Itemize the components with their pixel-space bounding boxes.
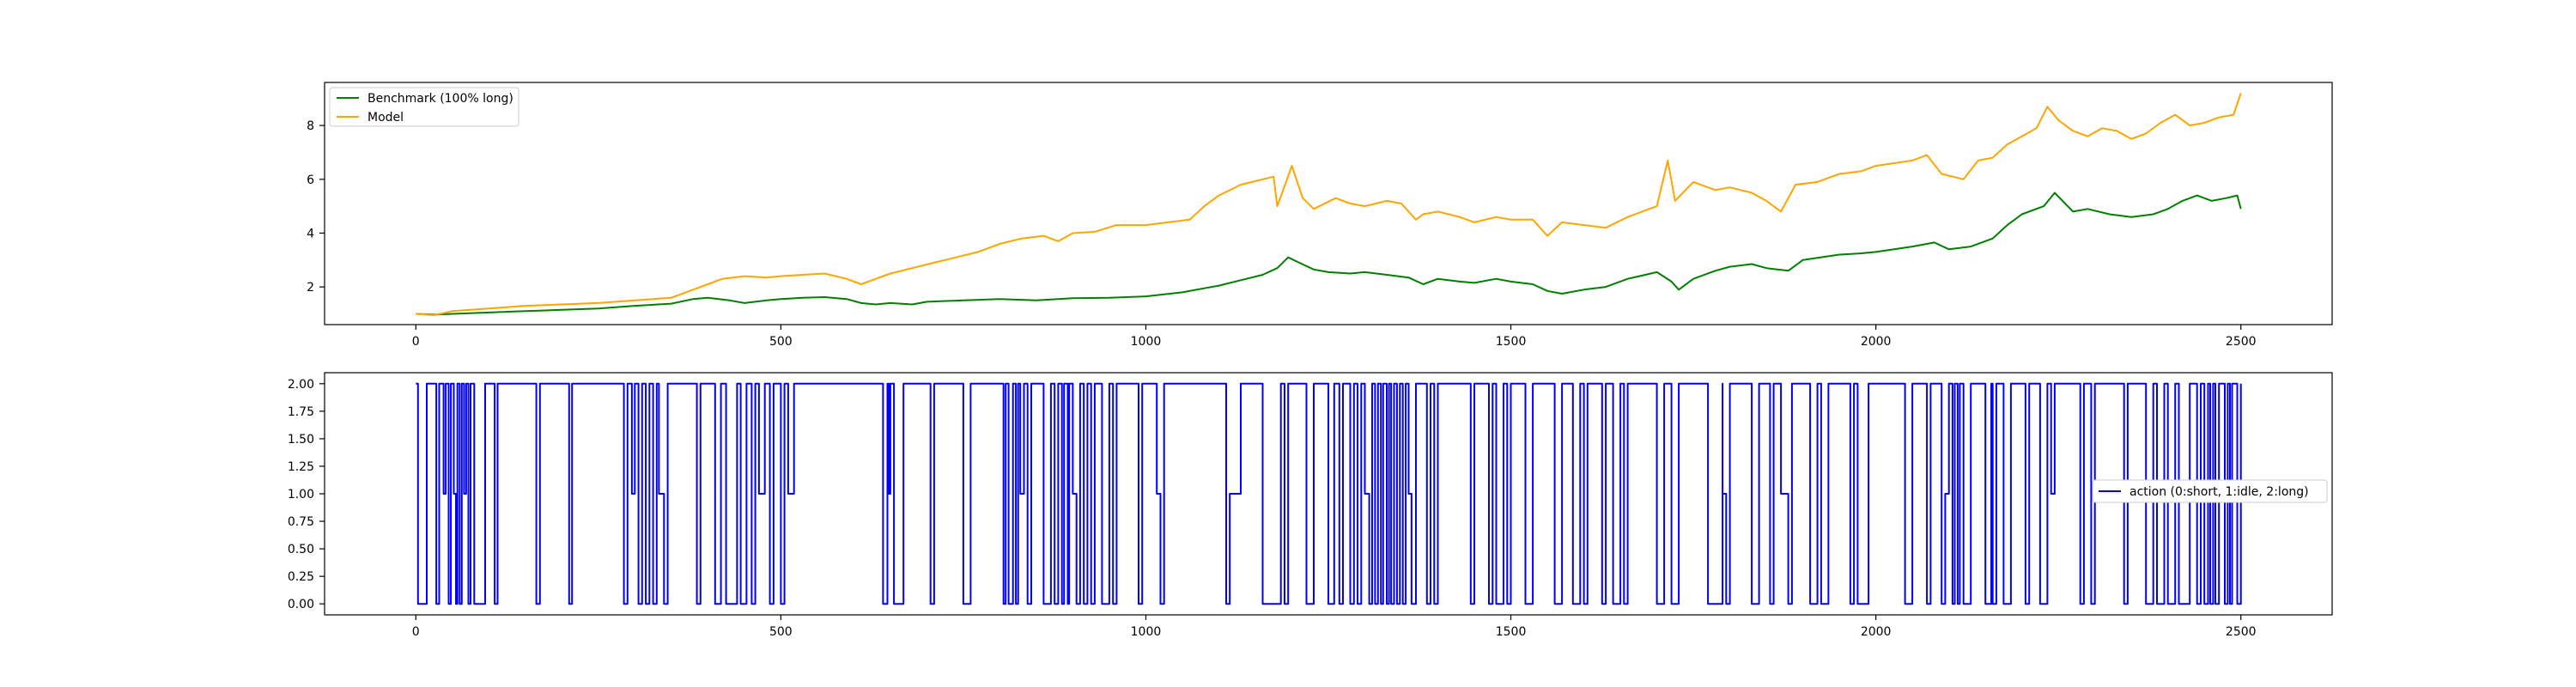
top-x-tick-label: 1000 xyxy=(1131,335,1162,349)
bottom-x-tick-label: 2500 xyxy=(2226,625,2257,639)
bottom-legend: action (0:short, 1:idle, 2:long) xyxy=(2092,479,2328,503)
bottom-y-tick-label: 0.50 xyxy=(288,543,314,556)
bottom-y-tick-label: 0.00 xyxy=(288,598,314,611)
top-x-ticks: 0 500 1000 1500 2000 2500 xyxy=(412,325,2257,349)
bottom-series xyxy=(416,382,2242,605)
top-x-tick-label: 0 xyxy=(412,335,420,349)
top-series xyxy=(416,93,2242,316)
bottom-x-tick-label: 1500 xyxy=(1496,625,1527,639)
top-y-tick-label: 8 xyxy=(307,119,314,133)
bottom-y-tick-label: 0.25 xyxy=(288,570,314,584)
bottom-y-tick-label: 1.25 xyxy=(288,460,314,474)
legend-label-benchmark: Benchmark (100% long) xyxy=(368,92,513,106)
bottom-y-tick-label: 2.00 xyxy=(288,378,314,392)
bottom-y-ticks: 0.00 0.25 0.50 0.75 1.00 1.25 1.50 1.75 2.00 xyxy=(288,378,325,611)
top-plot-frame xyxy=(324,82,2333,325)
bottom-y-tick-label: 1.00 xyxy=(288,488,314,502)
legend-label-action: action (0:short, 1:idle, 2:long) xyxy=(2129,485,2309,499)
bottom-x-ticks: 0 500 1000 1500 2000 2500 xyxy=(412,615,2257,639)
top-series-line-0 xyxy=(416,192,2242,316)
bottom-x-tick-label: 500 xyxy=(769,625,793,639)
top-x-tick-label: 1500 xyxy=(1496,335,1527,349)
top-y-tick-label: 2 xyxy=(307,281,314,295)
bottom-x-tick-label: 0 xyxy=(412,625,420,639)
top-y-tick-label: 4 xyxy=(307,227,314,240)
top-x-tick-label: 2000 xyxy=(1861,335,1892,349)
bottom-x-tick-label: 1000 xyxy=(1131,625,1162,639)
top-y-tick-label: 6 xyxy=(307,173,314,187)
bottom-y-tick-label: 1.50 xyxy=(288,433,314,447)
top-legend: Benchmark (100% long) Model xyxy=(329,87,519,127)
top-legend-box xyxy=(329,87,519,127)
bottom-y-tick-label: 0.75 xyxy=(288,515,314,529)
bottom-panel: 0 500 1000 1500 2000 2500 0.00 0.25 0.50 0.75 1.0… xyxy=(288,372,2333,639)
legend-label-model: Model xyxy=(368,111,404,125)
top-x-tick-label: 500 xyxy=(769,335,793,349)
bottom-series-line-0 xyxy=(416,382,2242,605)
top-x-tick-label: 2500 xyxy=(2226,335,2257,349)
bottom-y-tick-label: 1.75 xyxy=(288,405,314,419)
bottom-legend-box xyxy=(2092,479,2328,503)
bottom-x-tick-label: 2000 xyxy=(1861,625,1892,639)
top-series-line-1 xyxy=(416,93,2242,316)
top-panel: 0 500 1000 1500 2000 2500 2 4 6 8 Benchmark (100… xyxy=(307,82,2333,349)
top-y-ticks: 2 4 6 8 xyxy=(307,119,325,295)
